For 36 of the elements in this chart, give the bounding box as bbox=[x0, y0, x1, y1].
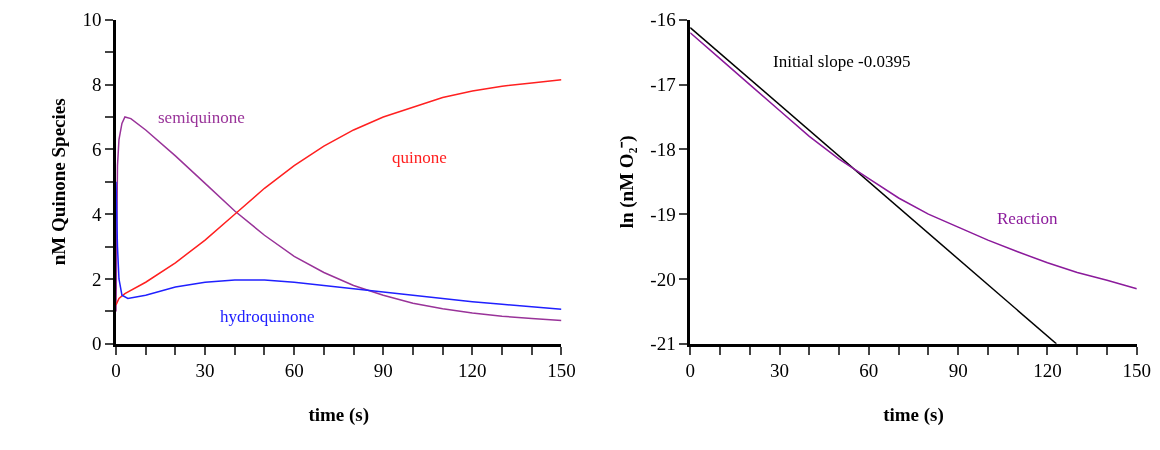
y-tick-label: 0 bbox=[91, 333, 102, 355]
line-series bbox=[116, 181, 562, 310]
line-series bbox=[116, 78, 562, 306]
x-axis-title: time (s) bbox=[308, 404, 370, 427]
x-tick-label: 0 bbox=[685, 360, 695, 382]
y-axis-title: ln (nM O₂⁻) bbox=[616, 135, 639, 229]
x-tick-label: 60 bbox=[859, 360, 879, 382]
y-tick-label: 6 bbox=[91, 139, 102, 161]
y-tick-label: -19 bbox=[650, 203, 676, 225]
y-axis-title: nM Quinone Species bbox=[48, 98, 70, 266]
x-tick-label: 30 bbox=[770, 360, 790, 382]
y-tick-label: 2 bbox=[91, 268, 102, 290]
x-tick-label: 90 bbox=[948, 360, 968, 382]
y-tick-label: -16 bbox=[650, 9, 676, 31]
x-tick-label: 150 bbox=[547, 360, 576, 382]
x-tick-label: 60 bbox=[284, 360, 304, 382]
annotation: semiquinone bbox=[158, 108, 245, 127]
x-tick-label: 150 bbox=[1122, 360, 1152, 382]
x-axis-title: time (s) bbox=[883, 404, 944, 427]
x-tick-label: 120 bbox=[458, 360, 487, 382]
x-tick-label: 90 bbox=[373, 360, 393, 382]
line-series bbox=[690, 32, 1137, 290]
y-tick-label: -18 bbox=[650, 139, 676, 161]
x-tick-label: 0 bbox=[111, 360, 121, 382]
y-tick-label: 4 bbox=[91, 203, 102, 225]
annotation: Initial slope -0.0395 bbox=[773, 52, 911, 71]
x-tick-label: 30 bbox=[195, 360, 215, 382]
y-tick-label: 8 bbox=[91, 74, 102, 96]
annotation: quinone bbox=[392, 148, 447, 167]
y-tick-label: -21 bbox=[650, 333, 676, 355]
annotation: Reaction bbox=[997, 209, 1058, 228]
y-tick-label: -20 bbox=[650, 268, 676, 290]
x-tick-label: 120 bbox=[1033, 360, 1062, 382]
annotation: hydroquinone bbox=[220, 307, 315, 326]
y-tick-label: 10 bbox=[82, 9, 102, 31]
y-tick-label: -17 bbox=[650, 74, 676, 96]
